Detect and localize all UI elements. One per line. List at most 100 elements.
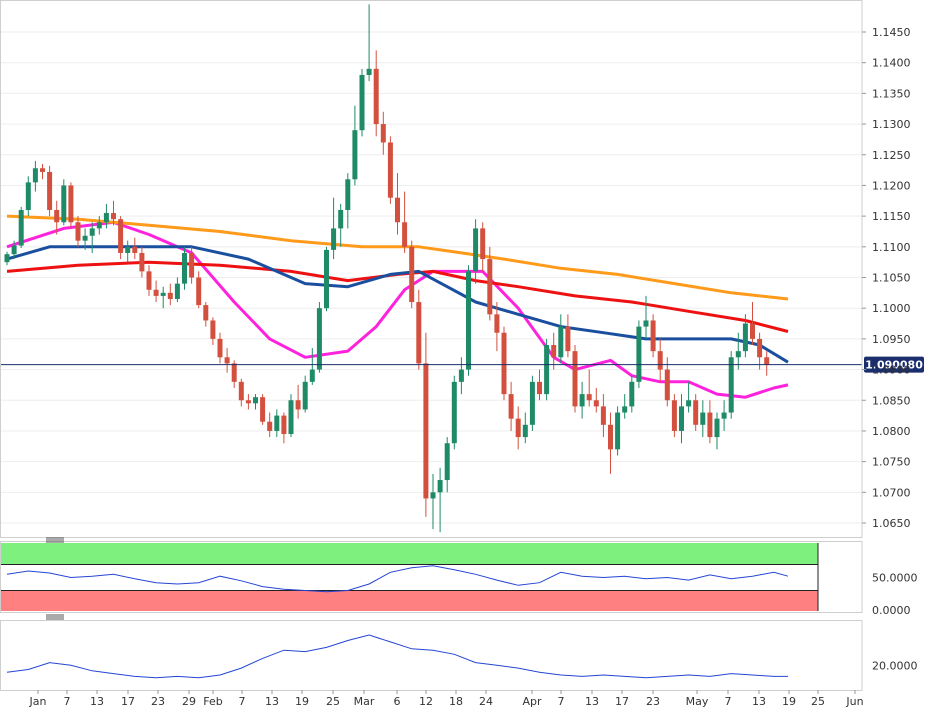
candle [174,277,180,303]
candle-body [25,182,31,210]
candle-body [430,492,436,499]
candle [671,394,677,438]
price-tick-label: 1.1050 [872,272,911,285]
candle-body [167,292,173,299]
date-tick-label: Jun [845,695,863,708]
rsi-line [6,565,789,593]
candle-body [359,74,365,131]
resize-handle[interactable] [46,614,64,620]
candle [111,200,116,226]
candle-body [352,130,358,180]
candle [40,163,45,180]
candle-body [679,406,684,431]
candle-body [487,259,493,315]
candle-body [537,381,542,395]
candle [189,246,195,284]
candle-body [373,68,379,125]
candle [423,332,429,517]
candle [430,473,436,530]
rsi-tick-label: 0.0000 [872,604,911,617]
candle-body [18,209,24,246]
candle [458,357,464,395]
overbought-zone [0,543,818,565]
candle-body [238,381,244,401]
date-tick-label: 17 [615,695,629,708]
candle-body [160,292,166,296]
candle [600,394,606,438]
candle [125,240,131,263]
candle [551,332,557,370]
candle [338,203,344,247]
rsi-panel [0,543,819,611]
candle [579,381,585,419]
candle-body [764,357,770,365]
candle [558,314,564,364]
adx-tick-label: 20.0000 [872,659,918,672]
candle [522,412,528,444]
adx-line [6,634,788,679]
rsi-series [6,565,789,593]
candle-body [380,124,386,143]
current-price-label: 1.090080 [865,359,923,372]
candle [721,400,727,431]
price-tick-label: 1.0700 [872,486,911,499]
candle-body [40,168,45,172]
candle [217,332,223,364]
candle-body [324,249,329,309]
candle-body [345,179,351,210]
candle-body [182,252,187,284]
date-tick-label: 23 [151,695,165,708]
candle [402,191,408,253]
candle [593,387,599,413]
candle-body [146,271,152,290]
candle [409,240,415,309]
candle-body [47,171,53,210]
candle [18,206,24,249]
candle-body [174,283,180,299]
candle-body [196,277,202,306]
date-tick-label: 13 [90,695,104,708]
candle-body [473,228,479,272]
candle-body [210,320,216,339]
panel-resize-handles[interactable] [46,537,64,620]
candle [515,406,521,450]
candle [54,200,60,235]
candle [238,378,244,407]
candle [693,394,699,431]
candle [366,4,372,82]
candle [61,179,67,226]
resize-handle[interactable] [46,537,64,543]
candle [203,302,209,327]
candle-body [600,406,606,425]
date-tick-label: May [686,695,709,708]
candle-body [260,397,266,422]
candle [380,111,386,155]
candle-body [68,185,74,223]
candle-body [714,418,720,438]
candle-body [395,197,400,223]
candle-body [700,412,706,425]
candle [664,357,670,407]
candle-body [508,394,514,419]
candle-body [721,412,727,419]
candle [608,412,613,474]
date-tick-label: 12 [419,695,433,708]
candle [288,394,294,438]
candle [416,289,422,370]
candle-body [387,142,393,198]
moving-average-line [6,260,789,333]
candle-body [707,412,713,438]
candle-body [409,246,415,303]
candle-body [402,222,408,247]
candle-body [416,302,422,364]
candle [196,271,202,309]
price-tick-label: 1.0650 [872,517,911,530]
panel-border [0,620,863,691]
candle [501,326,507,401]
candle [643,295,649,339]
date-tick-label: 13 [265,695,279,708]
price-grid [0,31,862,524]
candle-body [96,222,102,229]
candle-body [295,400,301,410]
